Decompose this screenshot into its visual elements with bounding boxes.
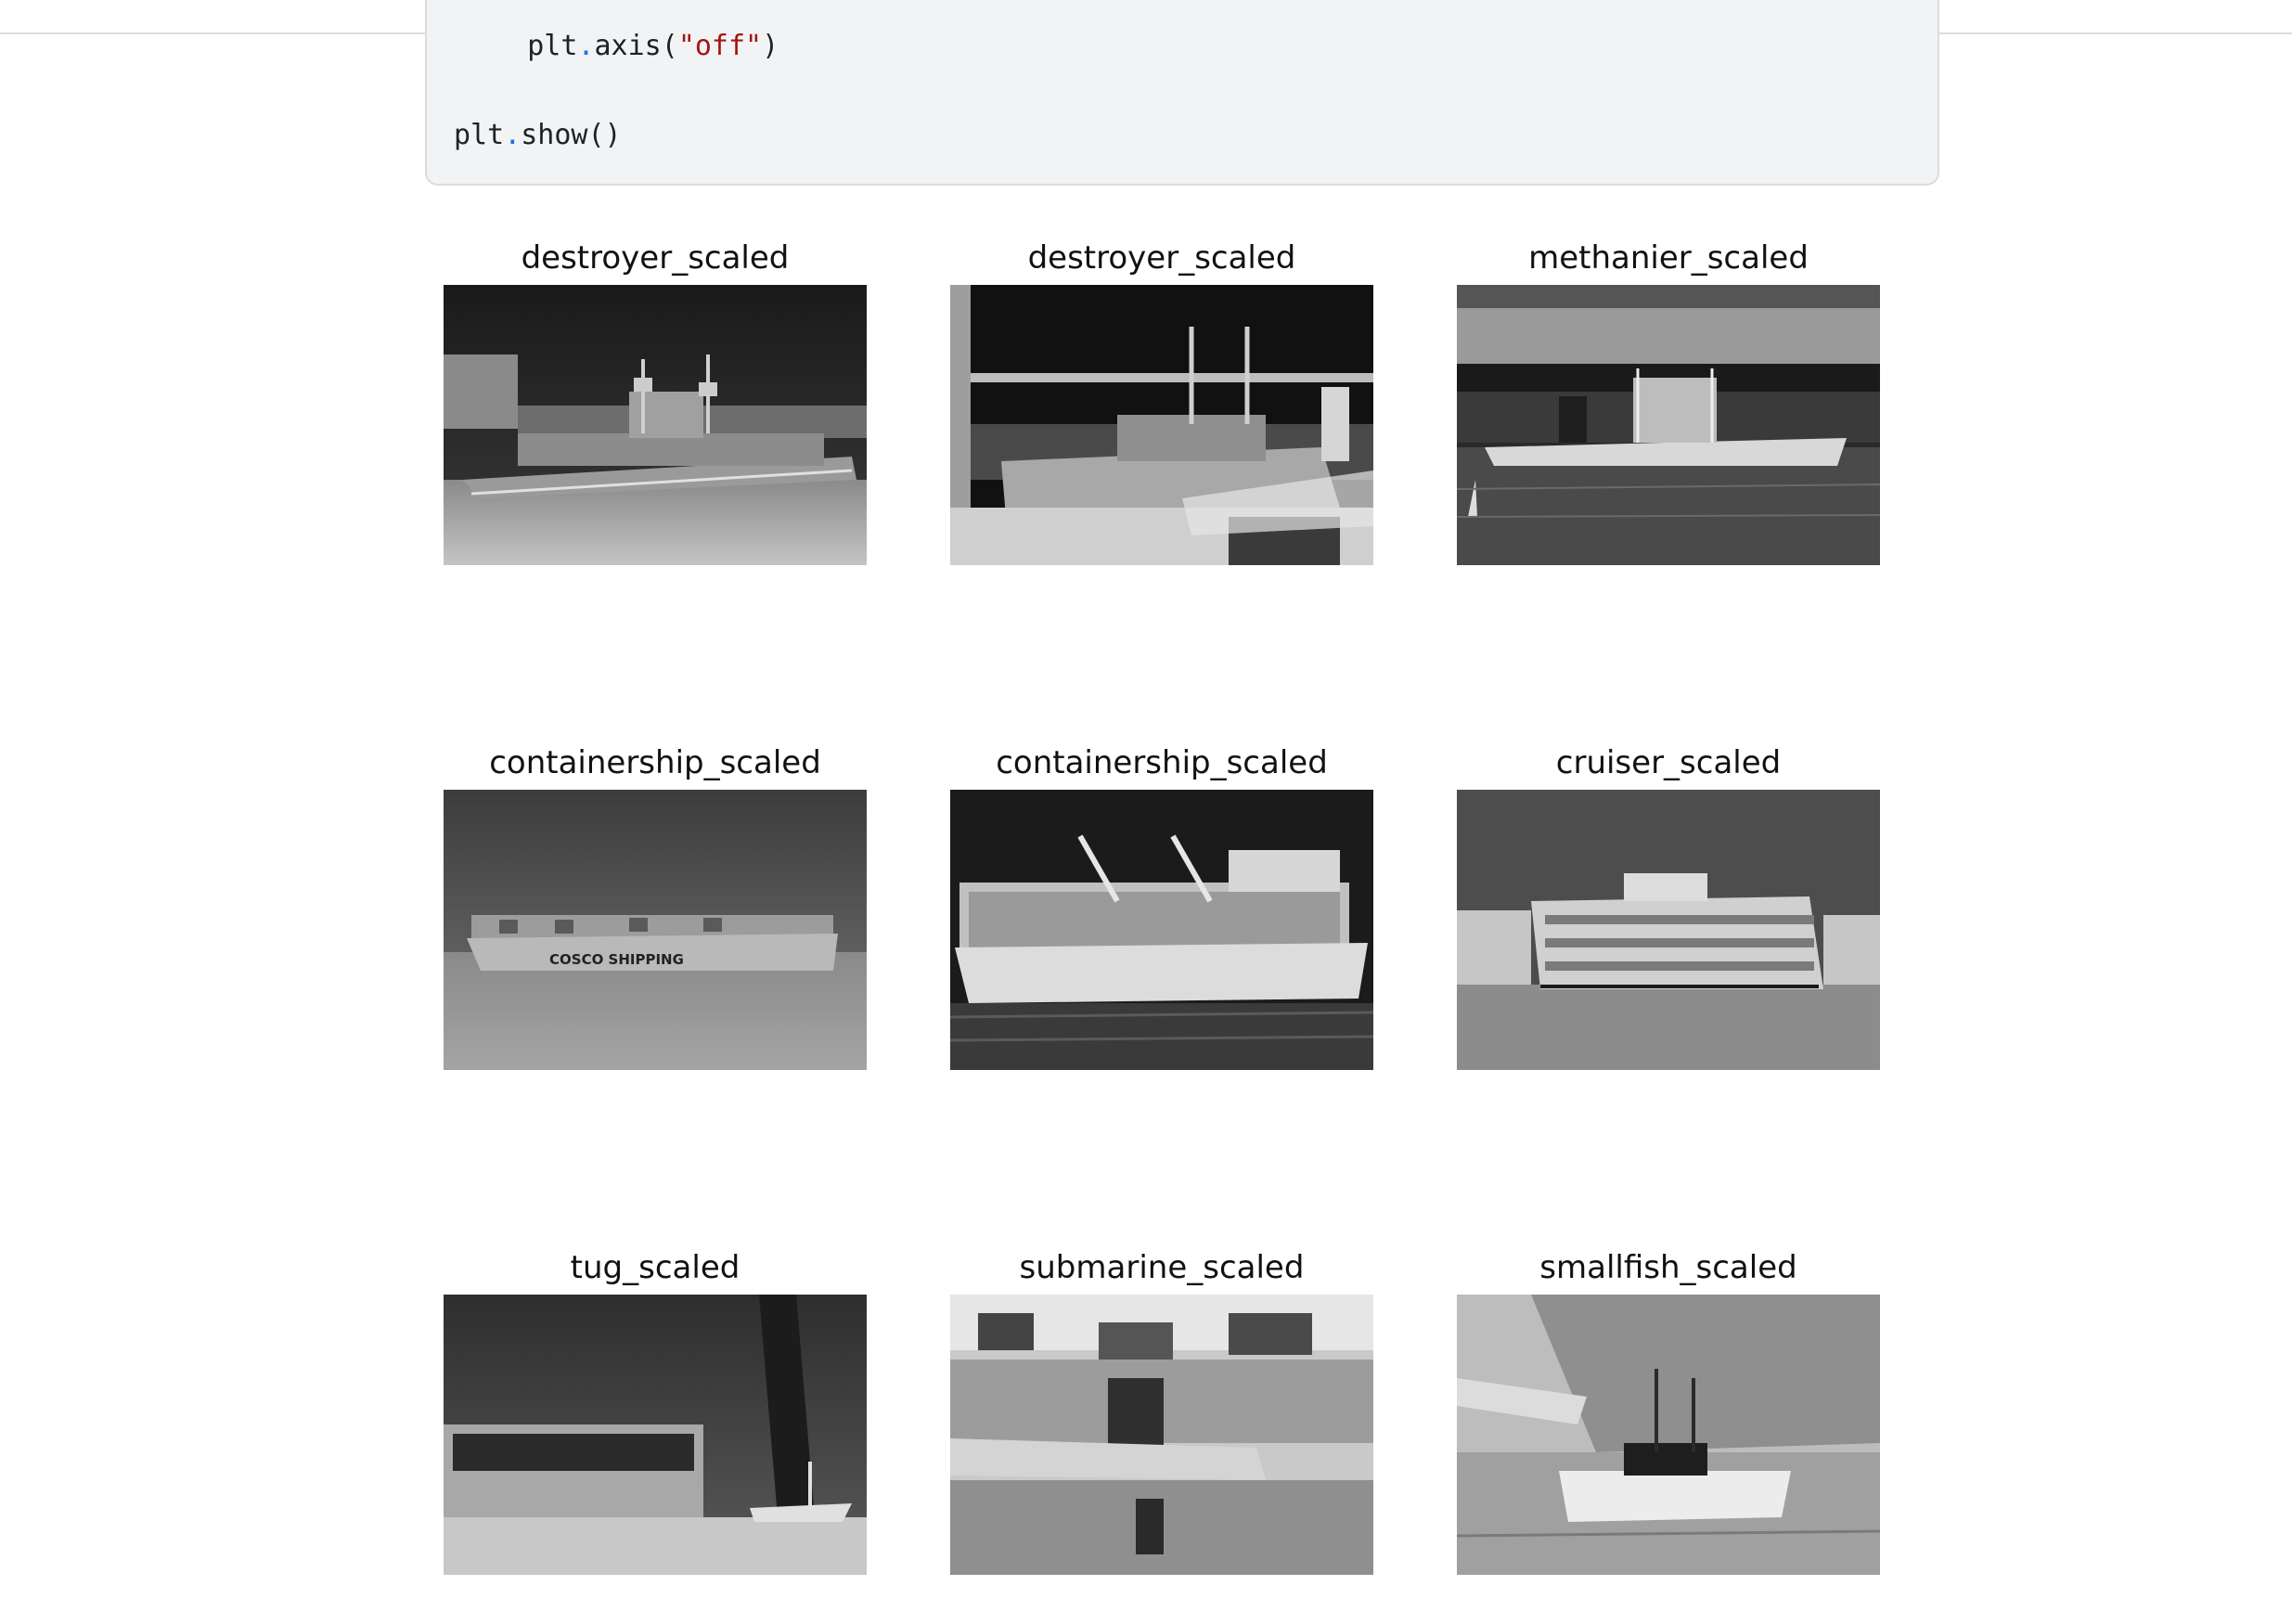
panel-title: submarine_scaled [1019, 1249, 1305, 1286]
lng-carrier-image [1457, 285, 1880, 565]
panel-title: destroyer_scaled [1027, 239, 1296, 277]
cosco-containership-image: COSCO SHIPPING [444, 790, 867, 1070]
tug-dock-image [444, 1295, 867, 1575]
panel-title: containership_scaled [996, 744, 1328, 781]
panel-title: containership_scaled [489, 744, 821, 781]
submarine-harbor-image [950, 1295, 1373, 1575]
containership-cranes-image [950, 790, 1373, 1070]
panel-title: tug_scaled [570, 1249, 740, 1286]
code-line-axis: plt.axis("off") [527, 30, 779, 62]
cosco-hull-text: COSCO SHIPPING [549, 951, 684, 968]
destroyer-at-dock-image [950, 285, 1373, 565]
cruise-ship-image [1457, 790, 1880, 1070]
panel-title: smallfish_scaled [1539, 1249, 1797, 1286]
panel-title: destroyer_scaled [521, 239, 790, 277]
fishing-boat-image [1457, 1295, 1880, 1575]
code-cell[interactable]: plt.axis("off") plt.show() [425, 0, 1939, 186]
code-line-show: plt.show() [454, 119, 622, 151]
destroyer-ship-image [444, 285, 867, 565]
panel-title: cruiser_scaled [1555, 744, 1782, 781]
panel-title: methanier_scaled [1528, 239, 1809, 277]
